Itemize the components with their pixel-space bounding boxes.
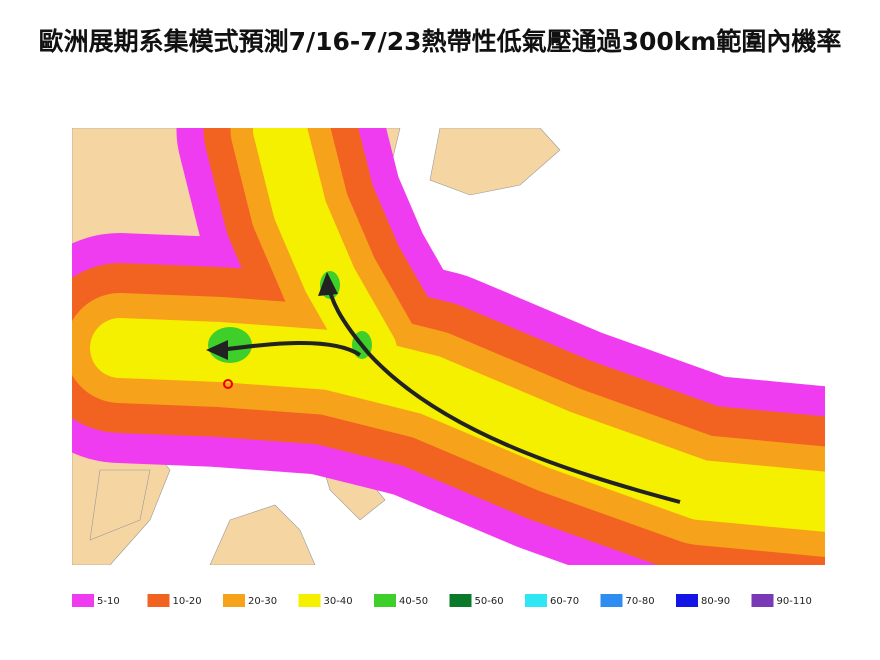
legend: 5-10 10-20 20-30 30-40 40-50 50-60 60-70 70-80 8…	[72, 594, 812, 607]
legend-swatch	[600, 594, 623, 607]
band	[253, 128, 397, 377]
legend-swatch	[751, 594, 774, 607]
arrow-head	[206, 340, 228, 360]
legend-label: 30-40	[324, 596, 353, 607]
track-arrow	[325, 277, 681, 504]
legend-swatch	[298, 594, 321, 607]
legend-label: 60-70	[550, 596, 579, 607]
legend-swatch	[374, 594, 396, 607]
legend-label: 20-30	[248, 596, 277, 607]
legend-label: 80-90	[701, 596, 730, 607]
legend-swatch	[223, 594, 245, 607]
legend-swatch	[676, 594, 698, 607]
legend-label: 5-10	[97, 596, 120, 607]
legend-swatch	[72, 594, 94, 607]
track-arrow	[219, 341, 362, 357]
arrow-head	[318, 272, 338, 296]
legend-label: 50-60	[475, 596, 504, 607]
legend-swatch	[449, 594, 472, 607]
location-marker	[223, 379, 233, 389]
legend-swatch	[147, 594, 170, 607]
legend-label: 70-80	[626, 596, 655, 607]
map-area	[72, 128, 825, 565]
legend-label: 10-20	[173, 596, 202, 607]
legend-swatch	[525, 594, 547, 607]
legend-label: 40-50	[399, 596, 428, 607]
map-title: 歐洲展期系集模式預測7/16-7/23熱帶性低氣壓通過300km範圍內機率	[38, 27, 842, 56]
legend-label: 90-110	[777, 596, 812, 607]
